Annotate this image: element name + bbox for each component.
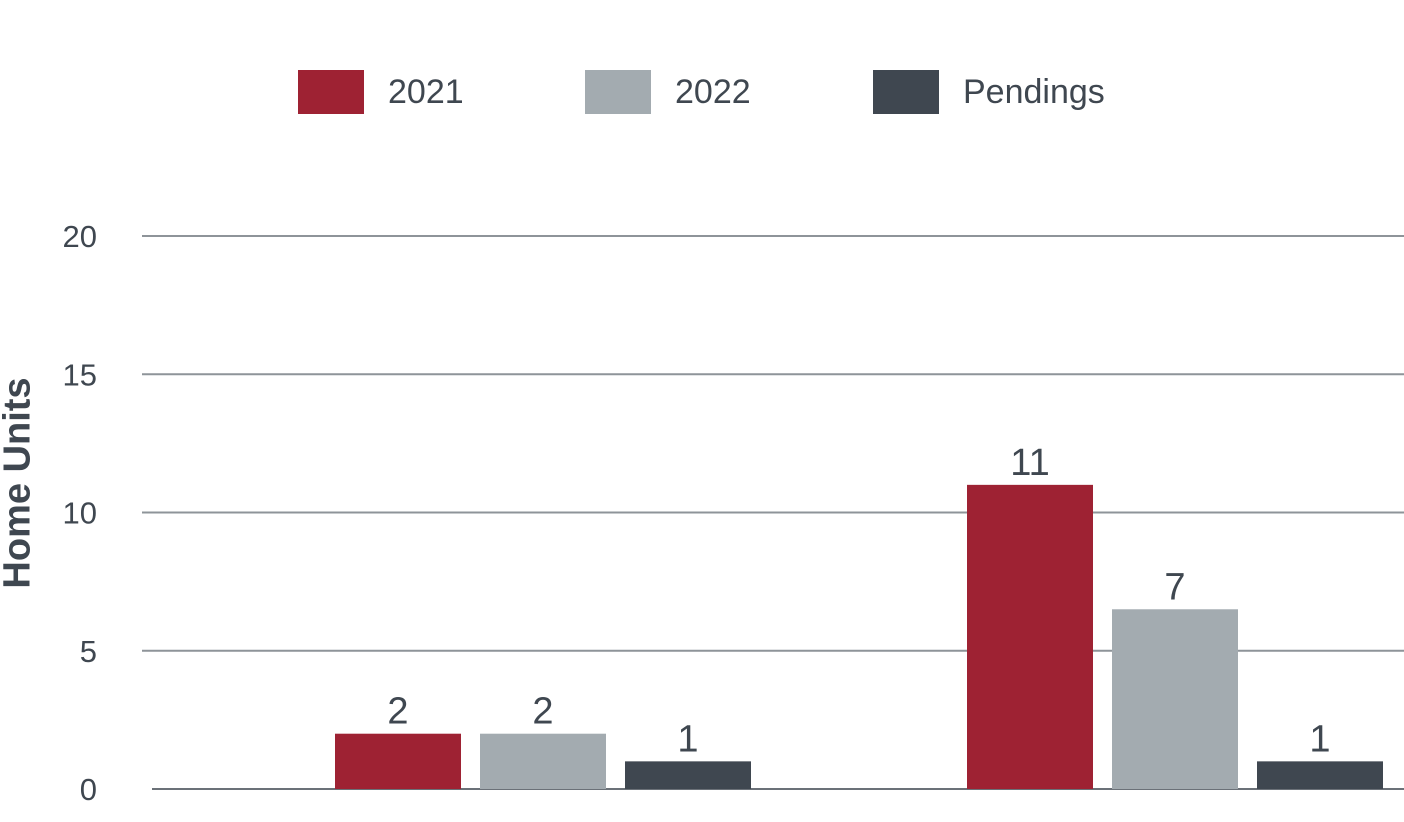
data-label-2021-group-1: 2 xyxy=(387,691,408,733)
legend-label-2021: 2021 xyxy=(388,72,464,111)
legend-label-2022: 2022 xyxy=(675,72,751,111)
bar-2022-group-2 xyxy=(1112,609,1238,789)
y-tick-label-15: 15 xyxy=(63,357,97,392)
y-tick-label-0: 0 xyxy=(80,772,97,807)
legend-item-2021: 2021 xyxy=(298,70,464,114)
bar-pendings-group-2 xyxy=(1257,761,1383,789)
data-label-pendings-group-1: 1 xyxy=(677,718,698,760)
data-label-2022-group-2: 7 xyxy=(1164,566,1185,608)
bar-pendings-group-1 xyxy=(625,761,751,789)
y-axis-ticks: 0 5 10 15 20 xyxy=(63,219,97,807)
data-label-2021-group-2: 11 xyxy=(1010,442,1049,484)
bar-2022-group-1 xyxy=(480,733,606,789)
data-label-2022-group-1: 2 xyxy=(532,691,553,733)
legend: 2021 2022 Pendings xyxy=(0,70,1404,114)
y-tick-label-10: 10 xyxy=(63,496,97,531)
legend-item-2022: 2022 xyxy=(585,70,751,114)
bar-2021-group-1 xyxy=(335,733,461,789)
bar-2021-group-2 xyxy=(967,484,1093,789)
y-tick-label-5: 5 xyxy=(80,634,97,669)
legend-swatch-2021 xyxy=(298,70,364,114)
data-label-pendings-group-2: 1 xyxy=(1309,718,1330,760)
legend-label-pendings: Pendings xyxy=(963,72,1105,111)
legend-item-pendings: Pendings xyxy=(873,70,1105,114)
y-tick-label-20: 20 xyxy=(63,219,97,254)
legend-swatch-pendings xyxy=(873,70,939,114)
bars xyxy=(335,484,1383,789)
legend-swatch-2022 xyxy=(585,70,651,114)
